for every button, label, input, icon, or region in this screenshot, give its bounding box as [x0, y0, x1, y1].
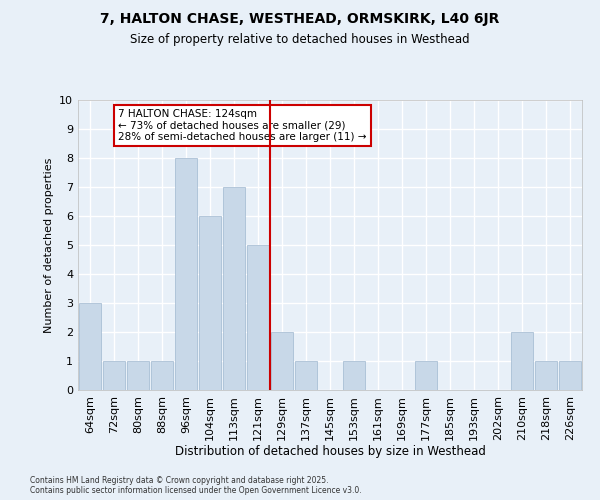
Bar	[559, 361, 581, 390]
Bar	[535, 361, 557, 390]
Y-axis label: Number of detached properties: Number of detached properties	[44, 158, 53, 332]
Bar	[79, 303, 101, 390]
Bar	[103, 361, 125, 390]
Text: 7 HALTON CHASE: 124sqm
← 73% of detached houses are smaller (29)
28% of semi-det: 7 HALTON CHASE: 124sqm ← 73% of detached…	[118, 108, 367, 142]
X-axis label: Distribution of detached houses by size in Westhead: Distribution of detached houses by size …	[175, 446, 485, 458]
Text: Size of property relative to detached houses in Westhead: Size of property relative to detached ho…	[130, 32, 470, 46]
Bar	[175, 158, 197, 390]
Bar	[415, 361, 437, 390]
Bar	[295, 361, 317, 390]
Bar	[199, 216, 221, 390]
Bar	[343, 361, 365, 390]
Text: 7, HALTON CHASE, WESTHEAD, ORMSKIRK, L40 6JR: 7, HALTON CHASE, WESTHEAD, ORMSKIRK, L40…	[100, 12, 500, 26]
Bar	[127, 361, 149, 390]
Text: Contains HM Land Registry data © Crown copyright and database right 2025.
Contai: Contains HM Land Registry data © Crown c…	[30, 476, 362, 495]
Bar	[151, 361, 173, 390]
Bar	[223, 187, 245, 390]
Bar	[511, 332, 533, 390]
Bar	[271, 332, 293, 390]
Bar	[247, 245, 269, 390]
